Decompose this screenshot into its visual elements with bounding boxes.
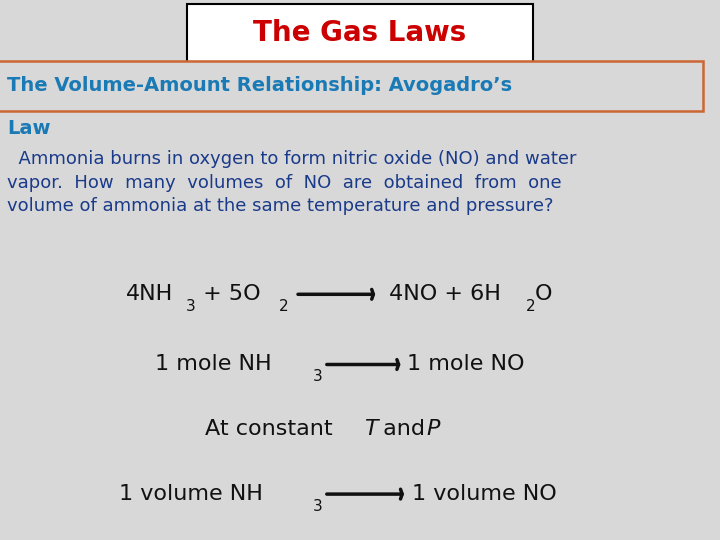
- Text: O: O: [535, 284, 552, 305]
- Text: and: and: [376, 419, 432, 440]
- Text: 2: 2: [526, 299, 535, 314]
- FancyBboxPatch shape: [0, 61, 703, 111]
- Text: Law: Law: [7, 119, 50, 138]
- Text: 1 mole NO: 1 mole NO: [407, 354, 524, 375]
- Text: vapor.  How  many  volumes  of  NO  are  obtained  from  one: vapor. How many volumes of NO are obtain…: [7, 173, 562, 192]
- Text: 1 volume NH: 1 volume NH: [119, 484, 263, 504]
- Text: P: P: [426, 419, 440, 440]
- Text: volume of ammonia at the same temperature and pressure?: volume of ammonia at the same temperatur…: [7, 197, 554, 215]
- Text: 4NH: 4NH: [126, 284, 174, 305]
- Text: The Gas Laws: The Gas Laws: [253, 19, 467, 47]
- Text: Ammonia burns in oxygen to form nitric oxide (NO) and water: Ammonia burns in oxygen to form nitric o…: [7, 150, 577, 168]
- Text: 1 volume NO: 1 volume NO: [412, 484, 557, 504]
- FancyBboxPatch shape: [187, 4, 533, 62]
- Text: At constant: At constant: [205, 419, 340, 440]
- Text: 3: 3: [313, 369, 323, 384]
- Text: The Volume-Amount Relationship: Avogadro’s: The Volume-Amount Relationship: Avogadro…: [7, 76, 513, 96]
- Text: 1 mole NH: 1 mole NH: [155, 354, 271, 375]
- Text: + 5O: + 5O: [196, 284, 261, 305]
- Text: T: T: [364, 419, 377, 440]
- Text: 3: 3: [186, 299, 196, 314]
- Text: 2: 2: [279, 299, 289, 314]
- Text: 3: 3: [313, 499, 323, 514]
- Text: 4NO + 6H: 4NO + 6H: [382, 284, 500, 305]
